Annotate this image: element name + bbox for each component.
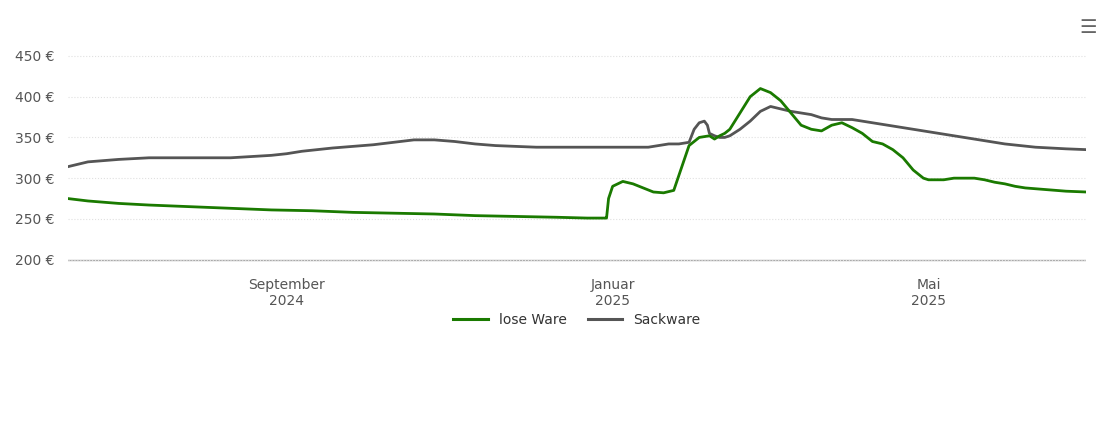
Legend: lose Ware, Sackware: lose Ware, Sackware <box>447 307 706 333</box>
Text: ☰: ☰ <box>1079 18 1097 37</box>
